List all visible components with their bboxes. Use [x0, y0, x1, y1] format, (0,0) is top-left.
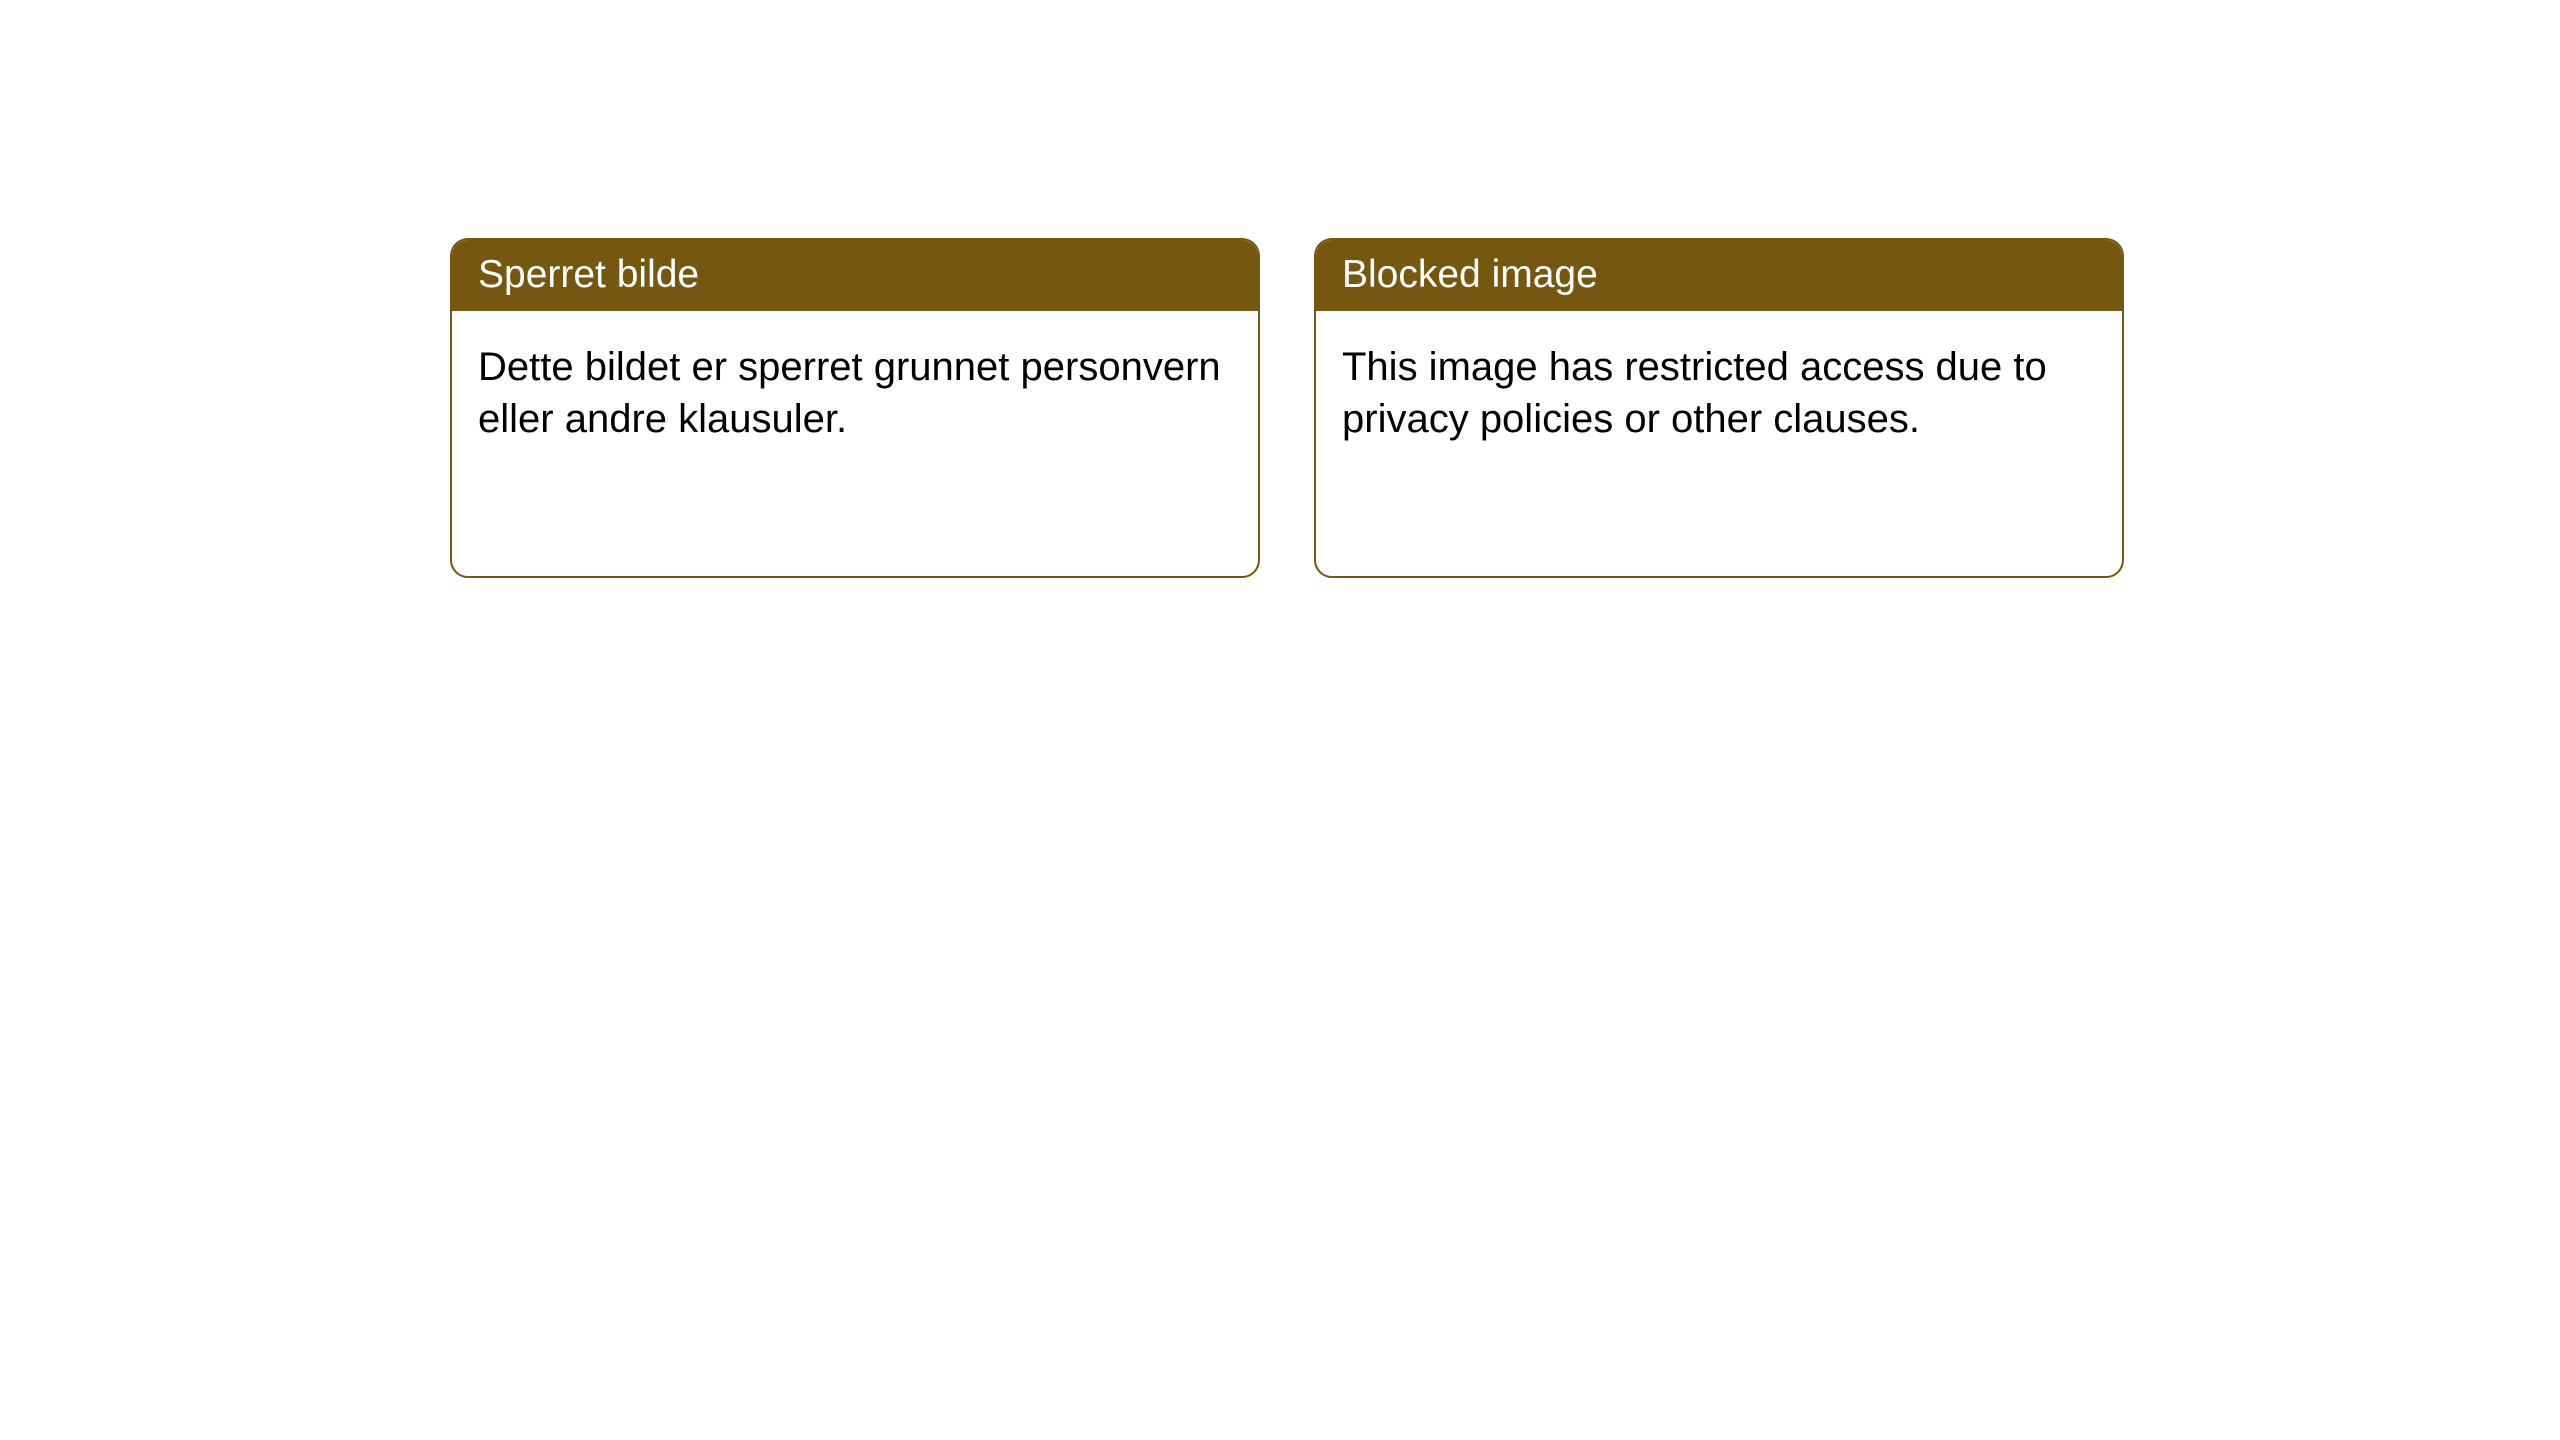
notice-header: Blocked image	[1316, 240, 2122, 311]
notice-body: Dette bildet er sperret grunnet personve…	[452, 311, 1258, 477]
notice-text: This image has restricted access due to …	[1342, 345, 2047, 442]
notice-title: Sperret bilde	[478, 253, 699, 296]
notice-header: Sperret bilde	[452, 240, 1258, 311]
notice-body: This image has restricted access due to …	[1316, 311, 2122, 477]
notice-text: Dette bildet er sperret grunnet personve…	[478, 345, 1221, 442]
notice-title: Blocked image	[1342, 253, 1598, 296]
notice-card-norwegian: Sperret bilde Dette bildet er sperret gr…	[450, 238, 1260, 578]
notice-card-english: Blocked image This image has restricted …	[1314, 238, 2124, 578]
notice-container: Sperret bilde Dette bildet er sperret gr…	[450, 238, 2124, 578]
